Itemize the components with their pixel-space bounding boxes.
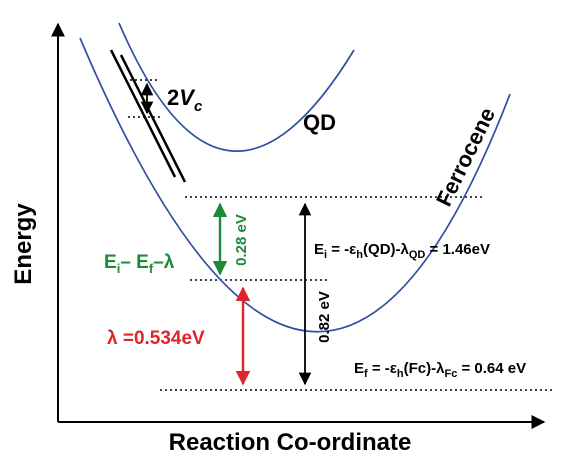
coupling-label: 2Vc <box>167 85 203 115</box>
tangent-line-upper <box>109 49 177 178</box>
tangent-line-lower <box>119 54 187 183</box>
qd-curve <box>118 22 355 152</box>
ei-equation: Ei = -εh(QD)-λQD = 1.46eV <box>314 241 490 261</box>
ef-equation: Ef = -εh(Fc)-λFc = 0.64 eV <box>354 360 526 380</box>
driving-force-label: Ei– Ef–λ <box>104 252 175 276</box>
gap-total-value: 0.82 eV <box>316 291 333 343</box>
gap-qd-value: 0.28 eV <box>233 214 250 266</box>
qd-curve-label: QD <box>303 110 336 135</box>
lambda-label: λ =0.534eV <box>107 328 205 349</box>
y-axis-label: Energy <box>10 203 37 285</box>
x-axis-label: Reaction Co-ordinate <box>169 429 412 455</box>
